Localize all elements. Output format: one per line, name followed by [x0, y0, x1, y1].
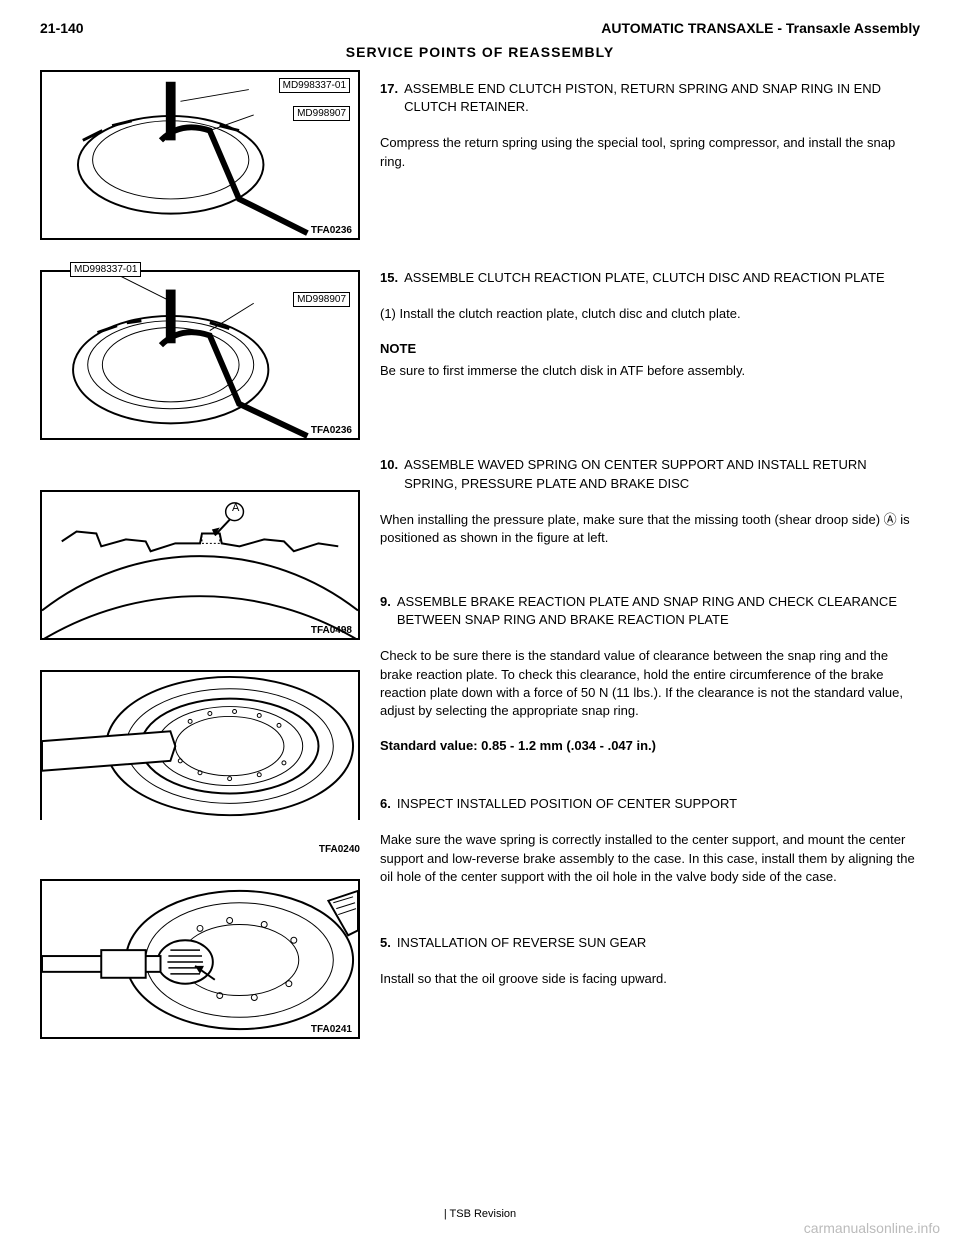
callout-md998337-2: MD998337-01 — [70, 262, 141, 277]
figure-label-1: TFA0236 — [311, 225, 352, 236]
note-label: NOTE — [380, 341, 920, 356]
watermark: carmanualsonline.info — [804, 1220, 940, 1236]
callout-a: A — [232, 502, 239, 514]
step-10-body: When installing the pressure plate, make… — [380, 511, 920, 547]
tsb-revision: | TSB Revision — [444, 1208, 516, 1220]
step-9-body: Check to be sure there is the standard v… — [380, 647, 920, 720]
step-17-body: Compress the return spring using the spe… — [380, 134, 920, 170]
figure-3: A TFA0498 — [40, 490, 360, 640]
callout-md998907: MD998907 — [293, 106, 350, 121]
page-number: 21-140 — [40, 20, 84, 36]
page-title: AUTOMATIC TRANSAXLE - Transaxle Assembly — [601, 20, 920, 36]
step-5-body: Install so that the oil groove side is f… — [380, 970, 920, 988]
step-15-sub: (1) Install the clutch reaction plate, c… — [380, 305, 920, 323]
step-10-heading: 10. ASSEMBLE WAVED SPRING ON CENTER SUPP… — [380, 456, 920, 492]
title-right: - Transaxle Assembly — [777, 20, 920, 36]
step-6-heading: 6. INSPECT INSTALLED POSITION OF CENTER … — [380, 795, 920, 813]
standard-value: Standard value: 0.85 - 1.2 mm (.034 - .0… — [380, 738, 920, 753]
callout-md998907-2: MD998907 — [293, 292, 350, 307]
figure-1: MD998337-01 MD998907 TFA0236 — [40, 70, 360, 240]
callout-md998337: MD998337-01 — [279, 78, 350, 93]
figure-label-5: TFA0241 — [311, 1024, 352, 1035]
figure-column: MD998337-01 MD998907 TFA0236 MD998337-01… — [40, 70, 360, 1069]
figure-4 — [40, 670, 360, 820]
step-9-heading: 9. ASSEMBLE BRAKE REACTION PLATE AND SNA… — [380, 593, 920, 629]
text-column: 17. ASSEMBLE END CLUTCH PISTON, RETURN S… — [380, 70, 920, 1069]
figure-5: TFA0241 — [40, 879, 360, 1039]
figure-label-3: TFA0498 — [311, 625, 352, 636]
title-left: AUTOMATIC TRANSAXLE — [601, 20, 773, 36]
section-title: SERVICE POINTS OF REASSEMBLY — [40, 44, 920, 60]
step-6-body: Make sure the wave spring is correctly i… — [380, 831, 920, 886]
figure-label-2: TFA0236 — [311, 425, 352, 436]
step-17-heading: 17. ASSEMBLE END CLUTCH PISTON, RETURN S… — [380, 80, 920, 116]
step-15-heading: 15. ASSEMBLE CLUTCH REACTION PLATE, CLUT… — [380, 269, 920, 287]
figure-label-4: TFA0240 — [40, 844, 360, 855]
step-15-note: Be sure to first immerse the clutch disk… — [380, 362, 920, 380]
step-5-heading: 5. INSTALLATION OF REVERSE SUN GEAR — [380, 934, 920, 952]
figure-2: MD998907 TFA0236 — [40, 270, 360, 440]
